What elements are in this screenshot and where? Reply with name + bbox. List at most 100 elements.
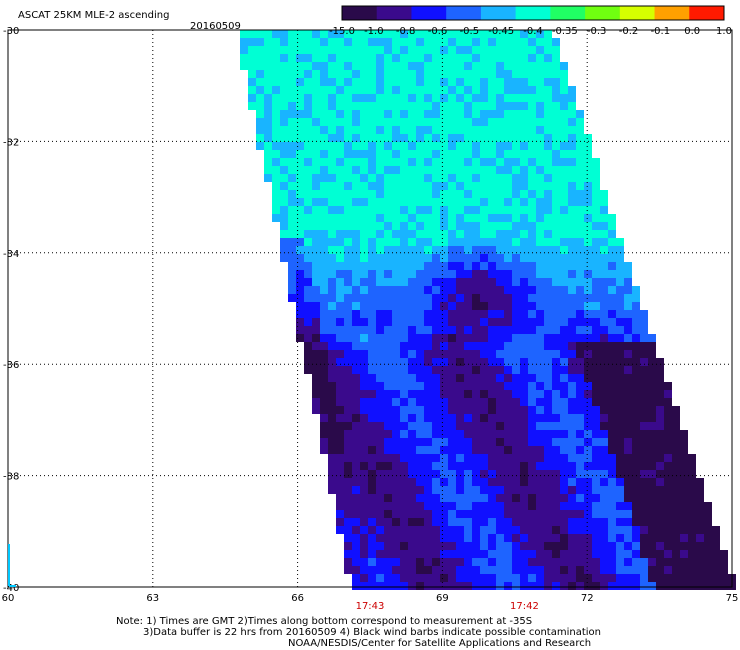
heatmap-cell (720, 582, 728, 590)
heatmap-cell (496, 334, 504, 342)
heatmap-cell (256, 86, 264, 94)
plot-frame (7, 29, 733, 588)
heatmap-cell (488, 462, 496, 470)
heatmap-cell (400, 118, 408, 126)
heatmap-cell (368, 486, 376, 494)
heatmap-cell (656, 374, 664, 382)
heatmap-cell (648, 534, 656, 542)
heatmap-cell (560, 142, 568, 150)
heatmap-cell (336, 374, 344, 382)
heatmap-cell (456, 46, 464, 54)
heatmap-cell (616, 294, 624, 302)
heatmap-cell (528, 254, 536, 262)
heatmap-cell (560, 198, 568, 206)
heatmap-cell (272, 182, 280, 190)
heatmap-cell (640, 414, 648, 422)
heatmap-cell (480, 70, 488, 78)
heatmap-cell (392, 38, 400, 46)
heatmap-cell (560, 510, 568, 518)
heatmap-cell (440, 470, 448, 478)
heatmap-cell (560, 110, 568, 118)
heatmap-cell (536, 70, 544, 78)
heatmap-cell (640, 390, 648, 398)
heatmap-cell (456, 86, 464, 94)
heatmap-cell (536, 38, 544, 46)
heatmap-cell (264, 70, 272, 78)
heatmap-cell (560, 254, 568, 262)
heatmap-cell (360, 414, 368, 422)
heatmap-cell (504, 166, 512, 174)
heatmap-cell (408, 70, 416, 78)
heatmap-cell (352, 70, 360, 78)
heatmap-cell (368, 126, 376, 134)
heatmap-cell (520, 446, 528, 454)
heatmap-cell (568, 206, 576, 214)
heatmap-cell (504, 534, 512, 542)
heatmap-cell (456, 206, 464, 214)
heatmap-cell (624, 446, 632, 454)
heatmap-cell (408, 54, 416, 62)
heatmap-cell (584, 318, 592, 326)
heatmap-cell (560, 182, 568, 190)
heatmap-cell (256, 110, 264, 118)
heatmap-cell (512, 566, 520, 574)
heatmap-cell (248, 46, 256, 54)
heatmap-cell (408, 342, 416, 350)
heatmap-cell (424, 46, 432, 54)
heatmap-cell (472, 454, 480, 462)
heatmap-cell (344, 254, 352, 262)
heatmap-cell (368, 230, 376, 238)
heatmap-cell (424, 230, 432, 238)
heatmap-cell (480, 222, 488, 230)
heatmap-cell (496, 582, 504, 590)
heatmap-cell (336, 270, 344, 278)
heatmap-cell (520, 142, 528, 150)
heatmap-cell (560, 310, 568, 318)
heatmap-cell (456, 182, 464, 190)
heatmap-cell (416, 150, 424, 158)
heatmap-cell (488, 374, 496, 382)
heatmap-cell (328, 38, 336, 46)
heatmap-cell (544, 582, 552, 590)
heatmap-cell (688, 582, 696, 590)
heatmap-cell (456, 214, 464, 222)
heatmap-cell (280, 150, 288, 158)
heatmap-cell (480, 334, 488, 342)
heatmap-cell (576, 278, 584, 286)
heatmap-cell (704, 510, 712, 518)
heatmap-cell (632, 286, 640, 294)
heatmap-cell (576, 118, 584, 126)
heatmap-cell (360, 150, 368, 158)
heatmap-cell (480, 190, 488, 198)
heatmap-cell (328, 302, 336, 310)
heatmap-cell (584, 174, 592, 182)
heatmap-cell (544, 150, 552, 158)
heatmap-cell (288, 62, 296, 70)
heatmap-cell (688, 526, 696, 534)
heatmap-cell (600, 270, 608, 278)
heatmap-cell (352, 502, 360, 510)
heatmap-cell (520, 510, 528, 518)
heatmap-cell (568, 542, 576, 550)
heatmap-cell (432, 462, 440, 470)
heatmap-cell (376, 318, 384, 326)
heatmap-cell (384, 518, 392, 526)
heatmap-cell (624, 454, 632, 462)
heatmap-cell (576, 438, 584, 446)
heatmap-cell (576, 398, 584, 406)
heatmap-cell (608, 558, 616, 566)
heatmap-cell (488, 558, 496, 566)
heatmap-cell (576, 414, 584, 422)
heatmap-cell (696, 518, 704, 526)
heatmap-cell (568, 398, 576, 406)
heatmap-cell (416, 502, 424, 510)
heatmap-cell (512, 534, 520, 542)
heatmap-cell (600, 342, 608, 350)
heatmap-cell (416, 430, 424, 438)
heatmap-cell (376, 182, 384, 190)
heatmap-cell (464, 286, 472, 294)
heatmap-cell (392, 366, 400, 374)
heatmap-cell (312, 350, 320, 358)
heatmap-cell (312, 318, 320, 326)
heatmap-cell (576, 302, 584, 310)
